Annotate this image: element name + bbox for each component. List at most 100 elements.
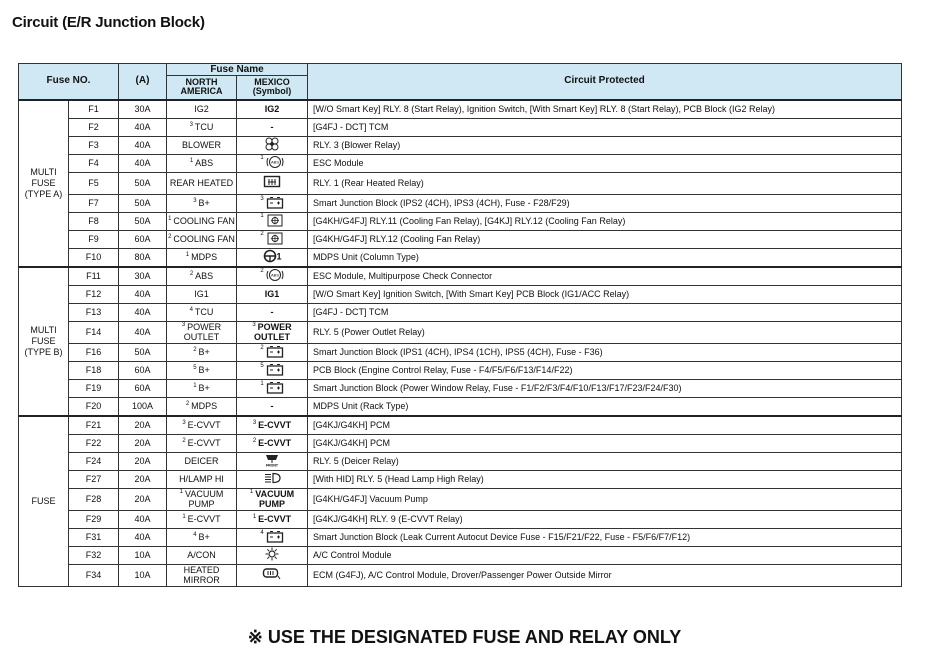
fuse-name-text: B+	[198, 365, 210, 375]
fuse-name-north-america: 1 MDPS	[166, 247, 237, 267]
fuse-name-text: E-CVVT	[187, 514, 221, 524]
table-row: F16 50A 2 B+ 2 Smart Junction Block (IPS1 (4C…	[19, 342, 902, 362]
fuse-amperage: 50A	[118, 171, 167, 195]
fuse-name-text: B+	[198, 532, 210, 542]
note-number: 2	[260, 344, 264, 351]
circuit-protected: ESC Module	[307, 153, 902, 173]
battery-icon	[266, 363, 284, 378]
fuse-name-north-america: REAR HEATED	[166, 171, 237, 195]
table-row: F2 40A 3 TCU - [G4FJ - DCT] TCM	[19, 117, 902, 137]
table-row: F22 20A 2 E-CVVT 2 E-CVVT [G4KJ/G4KH] PCM	[19, 433, 902, 453]
fuse-name-north-america: H/LAMP HI	[166, 469, 237, 489]
circuit-protected: Smart Junction Block (Power Window Relay…	[307, 378, 902, 398]
fuse-number: F5	[68, 171, 119, 195]
fuse-name-text: ABS	[195, 158, 214, 168]
circuit-protected: [With HID] RLY. 5 (Head Lamp High Relay)	[307, 469, 902, 489]
fuse-name-text: A/CON	[187, 550, 216, 560]
note-number: 3	[193, 198, 197, 204]
front-deicer-icon: FRONT	[264, 453, 280, 469]
note-number: 1	[168, 216, 172, 222]
fuse-symbol-text: POWER OUTLET	[254, 322, 292, 342]
fuse-amperage: 40A	[118, 284, 167, 304]
fuse-name-mexico: 1 E-CVVT	[235, 509, 309, 529]
note-number: 3	[181, 322, 186, 328]
note-number: 1	[189, 158, 194, 164]
note-number: 3	[182, 420, 186, 426]
fuse-name-mexico: 3 E-CVVT	[235, 414, 309, 435]
note-number: 1	[249, 489, 254, 495]
fuse-number: F1	[68, 98, 119, 119]
fuse-amperage: 30A	[118, 265, 167, 286]
table-row: F5 50A REAR HEATED RLY. 1 (Rear Heated Rela…	[19, 171, 902, 195]
fuse-name-text: IG2	[194, 104, 209, 114]
circuit-protected: [G4KH/G4FJ] RLY.11 (Cooling Fan Relay), …	[307, 211, 902, 231]
fuse-name-mexico: IG2	[235, 98, 309, 119]
fuse-name-mexico: 1 ABS	[235, 153, 309, 173]
note-number: 1	[185, 252, 190, 258]
fuse-symbol-text: VACUUM PUMP	[255, 489, 295, 509]
circuit-protected: RLY. 3 (Blower Relay)	[307, 135, 902, 155]
fuse-name-north-america: 1 B+	[166, 378, 237, 398]
table-row: F24 20A DEICER FRONT RLY. 5 (Deicer Relay)	[19, 451, 902, 471]
fuse-name-text: COOLING FAN	[173, 216, 235, 226]
fuse-amperage: 100A	[118, 396, 167, 416]
table-row: F28 20A 1 VACUUM PUMP 1 VACUUM PUMP [G4KH/G4FJ…	[19, 487, 902, 511]
fuse-amperage: 50A	[118, 193, 167, 213]
fuse-name-mexico: IG1	[235, 284, 309, 304]
table-row: F9 60A 2 COOLING FAN 2 [G4KH/G4FJ] RLY.12 (Co…	[19, 229, 902, 249]
fuse-name-text: POWER OUTLET	[183, 322, 222, 342]
circuit-protected: [W/O Smart Key] RLY. 8 (Start Relay), Ig…	[307, 98, 902, 119]
fuse-table: Fuse NO. (A) Fuse Name Circuit Protected…	[18, 63, 902, 587]
circuit-protected: [G4FJ - DCT] TCM	[307, 302, 902, 322]
fuse-amperage: 50A	[118, 342, 167, 362]
fuse-number: F24	[68, 451, 119, 471]
fuse-name-mexico	[235, 563, 309, 587]
fuse-amperage: 40A	[118, 509, 167, 529]
fuse-name-text: H/LAMP HI	[179, 474, 224, 484]
header-fuse-no: Fuse NO.	[18, 63, 119, 100]
table-row: F19 60A 1 B+ 1 Smart Junction Block (Power Wi…	[19, 378, 902, 398]
fuse-name-text: B+	[198, 347, 210, 357]
table-row: F31 40A 4 B+ 4 Smart Junction Block (Leak Cur…	[19, 527, 902, 547]
circuit-protected: [G4KJ/G4KH] PCM	[307, 433, 902, 453]
table-row: F32 10A A/CON A/C Control Module	[19, 545, 902, 565]
circuit-protected: Smart Junction Block (IPS1 (4CH), IPS4 (…	[307, 342, 902, 362]
fuse-name-mexico: 2 E-CVVT	[235, 433, 309, 453]
circuit-protected: RLY. 5 (Power Outlet Relay)	[307, 320, 902, 344]
circuit-protected: RLY. 1 (Rear Heated Relay)	[307, 171, 902, 195]
heated-mirror-icon	[262, 567, 282, 583]
note-number: 2	[260, 268, 264, 274]
fuse-amperage: 10A	[118, 545, 167, 565]
fuse-number: F31	[68, 527, 119, 547]
fuse-name-north-america: IG2	[166, 98, 237, 119]
table-row: F20 100A 2 MDPS - MDPS Unit (Rack Type)	[19, 396, 902, 416]
header-amp: (A)	[118, 63, 167, 100]
fuse-name-north-america: 3 E-CVVT	[166, 414, 237, 435]
table-row: MULTI FUSE (TYPE B) F11 30A 2 ABS 2 ABS ESC Mod…	[18, 265, 902, 416]
fuse-name-mexico: 2 ABS	[235, 265, 309, 286]
fuse-symbol-text: E-CVVT	[258, 438, 292, 448]
fuse-name-text: MDPS	[191, 401, 218, 411]
fuse-amperage: 40A	[118, 527, 167, 547]
circuit-protected: [G4FJ - DCT] TCM	[307, 117, 902, 137]
fuse-amperage: 40A	[118, 153, 167, 173]
fuse-name-north-america: IG1	[166, 284, 237, 304]
fuse-name-mexico	[235, 171, 309, 195]
fuse-amperage: 50A	[118, 211, 167, 231]
fuse-symbol-text: -	[270, 307, 274, 317]
header-circuit: Circuit Protected	[307, 63, 902, 100]
fuse-symbol-text: IG2	[264, 104, 280, 114]
fuse-number: F21	[68, 414, 119, 435]
fuse-name-mexico: -	[235, 302, 309, 322]
fuse-name-text: IG1	[194, 289, 209, 299]
battery-icon	[266, 530, 284, 545]
table-row: F34 10A HEATED MIRROR ECM (G4FJ), A/C Contr…	[19, 563, 902, 587]
fuse-number: F2	[68, 117, 119, 137]
rear-defrost-icon	[263, 175, 281, 191]
fuse-name-text: REAR HEATED	[169, 178, 234, 188]
table-row: MULTI FUSE (TYPE A) F1 30A IG2 IG2 [W/O Smart…	[18, 98, 902, 267]
fuse-name-mexico: 1	[235, 378, 309, 398]
circuit-protected: [G4KJ/G4KH] PCM	[307, 414, 902, 435]
note-number: 1	[182, 514, 186, 520]
note-number: 2	[252, 438, 257, 444]
